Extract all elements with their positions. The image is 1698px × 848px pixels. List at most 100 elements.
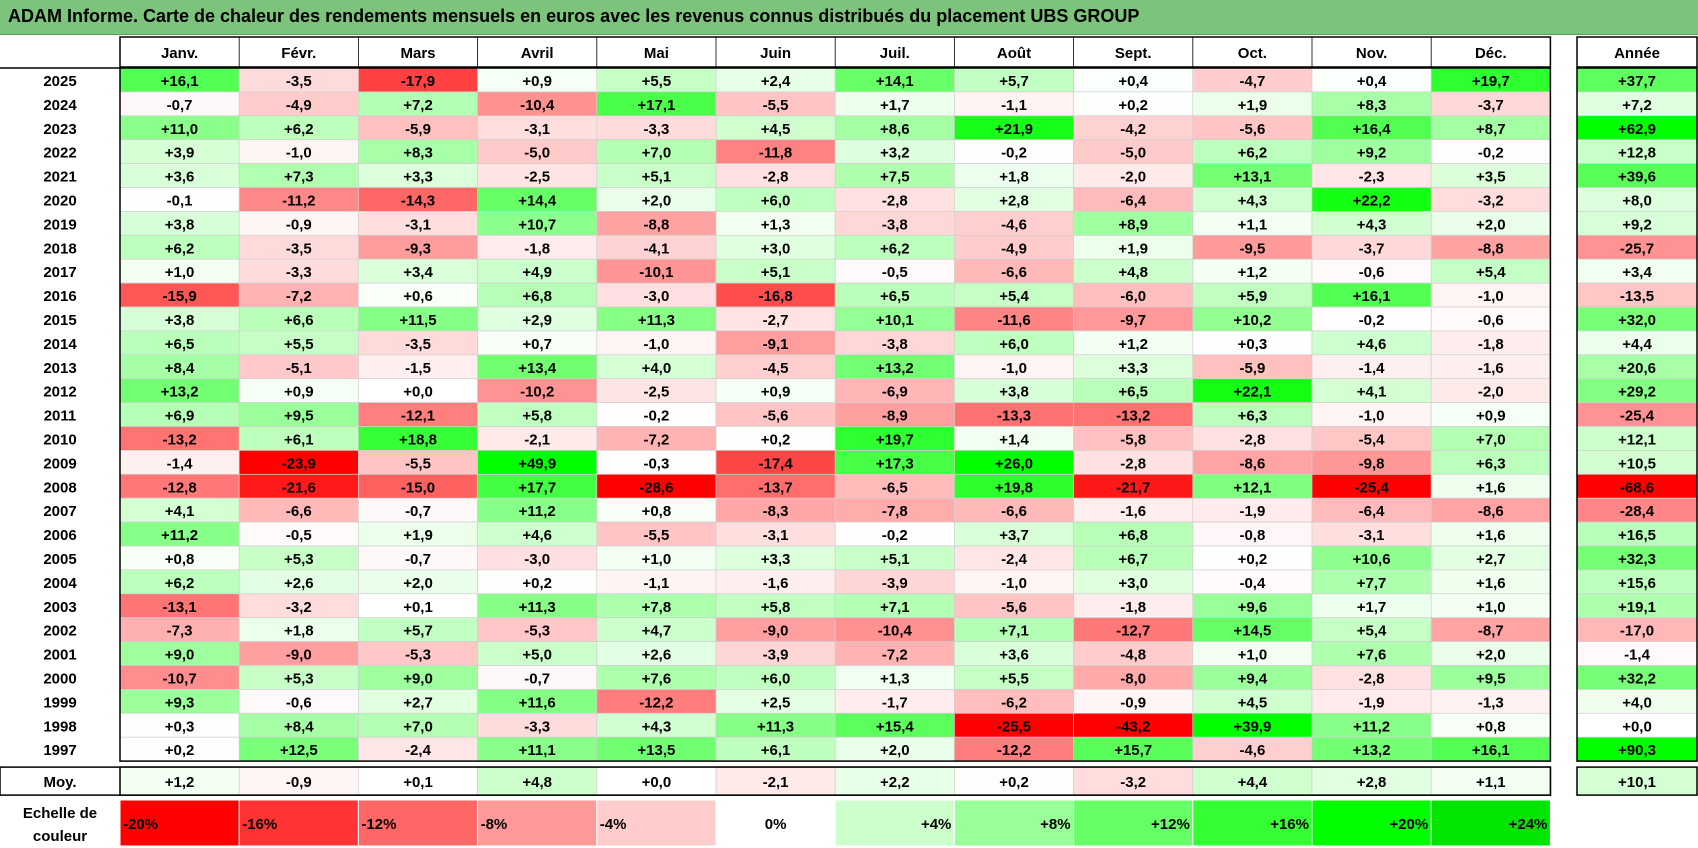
cell-value: -11,8: [759, 145, 792, 162]
cell-value: +4,3: [1357, 216, 1387, 233]
row-year-label: 2008: [43, 479, 76, 496]
annual-value: +32,3: [1618, 551, 1656, 568]
cell-value: -1,9: [1239, 503, 1265, 520]
cell-value: -7,2: [643, 431, 669, 448]
scale-swatch: [596, 799, 717, 847]
row-year-label: 2015: [43, 312, 76, 329]
cell-value: -3,1: [524, 121, 550, 138]
cell-value: +7,7: [1357, 575, 1387, 592]
cell-value: +3,8: [999, 384, 1029, 401]
cell-value: +3,3: [403, 169, 433, 186]
cell-value: -9,3: [405, 240, 431, 257]
cell-value: -9,1: [763, 336, 789, 353]
cell-value: -13,7: [758, 479, 792, 496]
cell-value: +1,9: [1118, 240, 1148, 257]
cell-value: -9,8: [1359, 455, 1385, 472]
cell-value: +9,2: [1357, 145, 1387, 162]
cell-value: -3,3: [643, 121, 669, 138]
cell-value: +6,3: [1476, 455, 1506, 472]
cell-value: +8,6: [880, 121, 910, 138]
cell-value: +3,6: [999, 647, 1029, 664]
cell-value: -0,4: [1239, 575, 1266, 592]
cell-value: +14,5: [1233, 623, 1271, 640]
cell-value: -5,6: [1001, 599, 1027, 616]
cell-value: +5,5: [642, 73, 672, 90]
cell-value: -2,8: [1120, 455, 1146, 472]
cell-value: -4,9: [286, 97, 312, 114]
cell-value: +4,1: [165, 503, 195, 520]
cell-value: -6,0: [1120, 288, 1146, 305]
scale-swatch: [1192, 799, 1313, 847]
cell-value: +0,0: [403, 384, 433, 401]
cell-value: -12,1: [401, 408, 435, 425]
cell-value: +9,6: [1238, 599, 1268, 616]
cell-value: +5,3: [284, 670, 314, 687]
cell-value: +0,9: [1476, 408, 1506, 425]
cell-value: +9,3: [165, 694, 195, 711]
cell-value: -3,5: [286, 240, 312, 257]
annual-value: +32,2: [1618, 670, 1656, 687]
row-year-label: 2016: [43, 288, 76, 305]
cell-value: +16,4: [1353, 121, 1392, 138]
cell-value: -2,5: [643, 384, 669, 401]
cell-value: -6,6: [1001, 264, 1027, 281]
cell-value: -15,9: [162, 288, 196, 305]
cell-value: +4,6: [522, 527, 552, 544]
row-year-label: 2005: [43, 551, 76, 568]
annual-value: +4,4: [1622, 336, 1652, 353]
average-cell: [238, 766, 359, 796]
cell-value: +3,7: [999, 527, 1029, 544]
annual-value: +8,0: [1622, 192, 1652, 209]
annual-value: +9,2: [1622, 216, 1652, 233]
row-year-label: 2002: [43, 623, 76, 640]
row-year-label: 2004: [43, 575, 77, 592]
cell-value: +2,7: [403, 694, 433, 711]
cell-value: -16,8: [758, 288, 792, 305]
cell-value: +2,5: [761, 694, 791, 711]
cell-value: +11,2: [161, 527, 198, 544]
row-year-label: 2007: [43, 503, 76, 520]
annual-value: -13,5: [1620, 288, 1654, 305]
cell-value: -1,6: [763, 575, 789, 592]
row-year-label: 2020: [43, 192, 76, 209]
cell-value: +5,1: [642, 169, 672, 186]
cell-value: +19,7: [1472, 73, 1510, 90]
cell-value: +6,5: [880, 288, 910, 305]
cell-value: -1,9: [1359, 694, 1385, 711]
annual-frame: [1576, 67, 1698, 762]
scale-swatch: [1073, 799, 1194, 847]
column-header: Août: [997, 45, 1031, 62]
cell-value: -0,2: [1359, 312, 1385, 329]
cell-value: -8,0: [1120, 670, 1146, 687]
cell-value: -13,2: [1116, 408, 1150, 425]
cell-value: -0,7: [405, 503, 431, 520]
cell-value: +4,5: [1238, 694, 1268, 711]
cell-value: +1,0: [1476, 599, 1506, 616]
cell-value: -3,8: [882, 336, 908, 353]
scale-stop-label: -4%: [600, 816, 627, 833]
cell-value: -43,2: [1116, 718, 1150, 735]
cell-value: +21,9: [995, 121, 1033, 138]
annual-value: +62,9: [1618, 121, 1656, 138]
cell-value: -3,0: [524, 551, 550, 568]
row-year-label: 2017: [43, 264, 76, 281]
cell-value: +1,0: [1238, 647, 1268, 664]
cell-value: -2,0: [1120, 169, 1146, 186]
annual-value: -17,0: [1620, 623, 1654, 640]
cell-value: +7,1: [999, 623, 1029, 640]
cell-value: +7,2: [403, 97, 433, 114]
cell-value: +6,2: [880, 240, 910, 257]
column-header: Janv.: [161, 45, 198, 62]
cell-value: +3,5: [1476, 169, 1506, 186]
cell-value: +4,3: [1238, 192, 1268, 209]
cell-value: +7,5: [880, 169, 910, 186]
cell-value: -2,5: [524, 169, 550, 186]
cell-value: -0,5: [286, 527, 312, 544]
cell-value: +1,3: [761, 216, 791, 233]
annual-value: +15,6: [1618, 575, 1656, 592]
cell-value: +13,4: [518, 360, 557, 377]
cell-value: +2,0: [1476, 216, 1506, 233]
cell-value: +13,2: [161, 384, 199, 401]
cell-value: -3,3: [524, 718, 550, 735]
cell-value: -15,0: [401, 479, 435, 496]
